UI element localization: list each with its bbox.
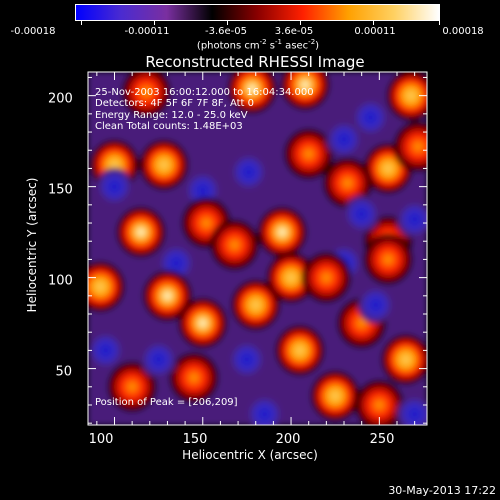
colorbar-units: (photons cm-2 s-1 asec-2) — [196, 38, 320, 52]
positive-source — [257, 206, 307, 258]
positive-source — [301, 252, 352, 304]
negative-residual — [139, 339, 179, 380]
positive-source — [283, 128, 334, 180]
positive-source — [381, 334, 427, 385]
positive-source — [169, 352, 219, 404]
peak-position-label: Position of Peak = [206,209] — [95, 397, 238, 408]
colorbar-tick-label: 3.6e-05 — [274, 26, 314, 37]
x-tick-label: 200 — [275, 432, 301, 447]
positive-source — [386, 72, 427, 122]
negative-residual — [324, 119, 364, 160]
positive-source — [393, 121, 427, 173]
negative-residual — [229, 152, 269, 193]
colorbar-tick-label: 0.00011 — [354, 26, 396, 37]
positive-source — [275, 324, 325, 376]
colorbar-tick — [300, 21, 301, 25]
plot-frame — [87, 71, 428, 426]
x-axis-label: Heliocentric X (arcsec) — [182, 448, 318, 462]
positive-source — [363, 233, 413, 285]
info-energy-range: Energy Range: 12.0 - 25.0 keV — [95, 110, 248, 121]
y-tick-label: 150 — [48, 182, 73, 198]
negative-residual — [356, 284, 396, 325]
positive-source — [354, 379, 405, 425]
colorbar-tick — [439, 21, 440, 25]
colorbar-gradient — [75, 4, 440, 21]
positive-source — [142, 270, 193, 322]
colorbar-tick-label: -0.00011 — [124, 26, 170, 37]
negative-residual — [351, 97, 390, 138]
positive-source — [121, 72, 171, 118]
colorbar-tick — [227, 21, 228, 25]
negative-residual — [88, 330, 126, 371]
info-detectors: Detectors: 4F 5F 6F 7F 8F, Att 0 — [95, 98, 255, 109]
y-tick-label: 200 — [48, 91, 73, 107]
positive-source — [209, 219, 260, 271]
x-tick-label: 250 — [369, 432, 395, 447]
positive-source — [227, 72, 277, 114]
colorbar-tick — [154, 21, 155, 25]
info-time-range: 25-Nov-2003 16:00:12.000 to 16:04:34.000 — [95, 87, 314, 98]
negative-residual — [95, 166, 134, 207]
colorbar-tick — [81, 21, 82, 25]
positive-source — [310, 370, 360, 422]
x-tick-label: 150 — [182, 432, 208, 447]
negative-residual — [395, 199, 427, 240]
colorbar-tick-label: -0.00018 — [10, 26, 56, 37]
negative-residual — [245, 394, 284, 425]
negative-residual — [227, 339, 267, 380]
y-axis-label: Heliocentric Y (arcsec) — [25, 177, 39, 313]
negative-residual — [342, 193, 382, 234]
positive-source — [266, 252, 316, 304]
x-tick-label: 100 — [88, 432, 114, 447]
positive-source — [107, 361, 157, 413]
heatmap-image — [88, 72, 427, 425]
positive-source — [231, 279, 281, 331]
chart-title: Reconstructed RHESSI Image — [145, 53, 365, 71]
axis-ticks — [88, 72, 427, 425]
negative-residual — [395, 394, 427, 425]
positive-source — [178, 297, 228, 349]
colorbar-tick-label: 0.00018 — [442, 26, 484, 37]
info-total-counts: Clean Total counts: 1.48E+03 — [95, 121, 243, 132]
positive-source — [88, 261, 126, 313]
positive-source — [139, 139, 189, 191]
footer-date: 30-May-2013 17:22 — [388, 484, 496, 497]
colorbar-tick-label: -3.6e-05 — [205, 26, 247, 37]
colorbar-tick — [373, 21, 374, 25]
y-tick-label: 100 — [48, 273, 73, 289]
y-tick-label: 50 — [55, 364, 72, 380]
positive-source — [280, 72, 330, 111]
positive-source — [116, 206, 166, 258]
